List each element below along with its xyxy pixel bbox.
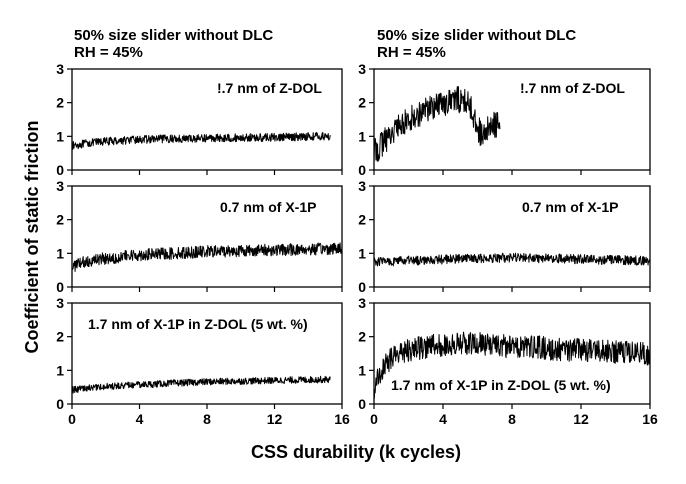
y-tick-label: 3 xyxy=(358,61,366,77)
y-tick-label: 2 xyxy=(358,329,366,345)
panel-annotation: 0.7 nm of X-1P xyxy=(522,199,618,215)
x-tick-label: 16 xyxy=(642,411,658,427)
x-tick-label: 12 xyxy=(573,411,589,427)
y-tick-label: 1 xyxy=(56,362,64,378)
panel-annotation: 1.7 nm of X-1P in Z-DOL (5 wt. %) xyxy=(391,377,611,393)
y-tick-label: 3 xyxy=(56,61,64,77)
data-trace xyxy=(71,131,331,150)
panel-annotation: 1.7 nm of X-1P in Z-DOL (5 wt. %) xyxy=(88,316,308,332)
y-tick-label: 2 xyxy=(56,329,64,345)
y-tick-label: 1 xyxy=(358,128,366,144)
data-trace xyxy=(71,242,343,272)
y-tick-label: 0 xyxy=(358,162,366,178)
x-tick-label: 0 xyxy=(370,411,378,427)
column-2-title-line1: 50% size slider without DLC xyxy=(377,27,576,44)
data-trace xyxy=(71,375,331,394)
y-tick-label: 2 xyxy=(56,95,64,111)
data-trace xyxy=(373,85,501,163)
y-axis-label: Coefficient of static friction xyxy=(22,120,42,353)
y-tick-label: 2 xyxy=(358,95,366,111)
column-2-title-line2: RH = 45% xyxy=(377,44,446,61)
panel-annotation: !.7 nm of Z-DOL xyxy=(217,80,322,96)
y-tick-label: 1 xyxy=(56,128,64,144)
y-tick-label: 3 xyxy=(358,295,366,311)
y-tick-label: 1 xyxy=(56,245,64,261)
x-tick-label: 4 xyxy=(136,411,144,427)
x-tick-label: 8 xyxy=(508,411,516,427)
y-tick-label: 1 xyxy=(358,245,366,261)
x-tick-label: 8 xyxy=(203,411,211,427)
x-tick-label: 4 xyxy=(439,411,447,427)
y-tick-label: 2 xyxy=(56,212,64,228)
data-trace xyxy=(373,331,651,399)
y-tick-label: 1 xyxy=(358,362,366,378)
x-tick-label: 0 xyxy=(68,411,76,427)
x-axis-label: CSS durability (k cycles) xyxy=(251,442,461,462)
x-tick-label: 16 xyxy=(334,411,350,427)
column-1-title-line1: 50% size slider without DLC xyxy=(74,27,273,44)
y-tick-label: 0 xyxy=(358,396,366,412)
panel-annotation: 0.7 nm of X-1P xyxy=(220,199,316,215)
x-tick-label: 12 xyxy=(267,411,283,427)
y-tick-label: 2 xyxy=(358,212,366,228)
data-trace xyxy=(373,252,651,267)
y-tick-label: 0 xyxy=(358,279,366,295)
y-tick-label: 3 xyxy=(56,295,64,311)
y-tick-label: 0 xyxy=(56,162,64,178)
y-tick-label: 3 xyxy=(358,178,366,194)
y-tick-label: 0 xyxy=(56,396,64,412)
y-tick-label: 3 xyxy=(56,178,64,194)
column-1-title-line2: RH = 45% xyxy=(74,44,143,61)
panel-annotation: !.7 nm of Z-DOL xyxy=(520,80,625,96)
y-tick-label: 0 xyxy=(56,279,64,295)
